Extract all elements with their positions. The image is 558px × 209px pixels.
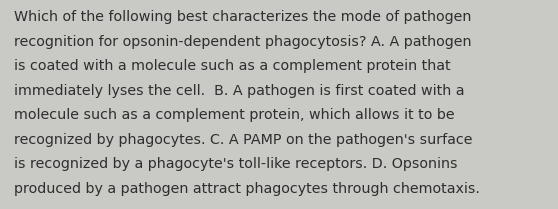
Text: produced by a pathogen attract phagocytes through chemotaxis.: produced by a pathogen attract phagocyte… [14,182,480,196]
Text: Which of the following best characterizes the mode of pathogen: Which of the following best characterize… [14,10,472,24]
Text: is recognized by a phagocyte's toll-like receptors. D. Opsonins: is recognized by a phagocyte's toll-like… [14,157,458,171]
Text: is coated with a molecule such as a complement protein that: is coated with a molecule such as a comp… [14,59,450,73]
Text: recognition for opsonin-dependent phagocytosis? A. A pathogen: recognition for opsonin-dependent phagoc… [14,35,472,49]
Text: recognized by phagocytes. C. A PAMP on the pathogen's surface: recognized by phagocytes. C. A PAMP on t… [14,133,473,147]
Text: molecule such as a complement protein, which allows it to be: molecule such as a complement protein, w… [14,108,455,122]
Text: immediately lyses the cell.  B. A pathogen is first coated with a: immediately lyses the cell. B. A pathoge… [14,84,464,98]
